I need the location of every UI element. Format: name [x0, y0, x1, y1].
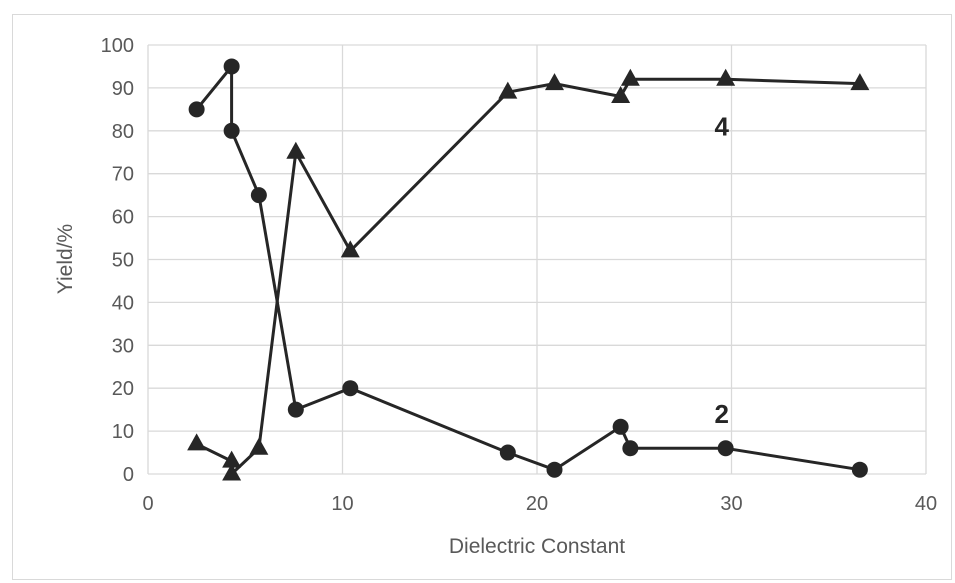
data-point-triangle: [498, 81, 518, 99]
annotations: 42: [715, 112, 730, 429]
series-layer: [187, 58, 870, 481]
series-2: [188, 58, 868, 478]
data-point-triangle: [716, 68, 736, 86]
x-tick-label: 0: [142, 493, 153, 515]
series-4: [187, 68, 870, 481]
data-point-triangle: [249, 437, 269, 455]
series-annotation-label: 4: [715, 112, 730, 142]
y-tick-label: 50: [112, 250, 134, 272]
data-point-circle: [612, 418, 629, 435]
x-tick-label: 40: [915, 493, 937, 515]
y-tick-label: 30: [112, 335, 134, 357]
data-point-circle: [223, 122, 240, 139]
y-tick-label: 100: [101, 35, 134, 57]
data-point-circle: [717, 440, 734, 457]
data-point-triangle: [611, 85, 631, 103]
series-annotation-label: 2: [715, 399, 729, 429]
x-tick-label: 30: [720, 493, 742, 515]
data-point-circle: [342, 380, 359, 397]
y-tick-label: 60: [112, 207, 134, 229]
series-2-line: [195, 65, 861, 472]
y-tick-label: 40: [112, 292, 134, 314]
data-point-triangle: [222, 450, 242, 468]
data-point-circle: [851, 461, 868, 478]
x-axis-ticks: 0 10 20 30 40: [142, 493, 937, 515]
data-point-circle: [546, 461, 563, 478]
x-tick-label: 20: [526, 493, 548, 515]
chart-frame: [12, 14, 952, 580]
y-axis-ticks: 0 10 20 30 40 50 60 70 80 90 100: [101, 35, 134, 486]
data-point-triangle: [340, 240, 360, 258]
data-point-circle: [250, 187, 267, 204]
data-point-triangle: [850, 73, 870, 91]
y-tick-label: 10: [112, 421, 134, 443]
y-tick-label: 70: [112, 164, 134, 186]
y-tick-label: 20: [112, 378, 134, 400]
y-tick-label: 0: [123, 464, 134, 486]
x-axis-title: Dielectric Constant: [449, 535, 625, 558]
y-tick-label: 90: [112, 78, 134, 100]
data-point-circle: [223, 58, 240, 75]
data-point-circle: [287, 401, 304, 418]
data-point-triangle: [222, 463, 242, 481]
data-point-circle: [622, 440, 639, 457]
data-point-circle: [499, 444, 516, 461]
data-point-circle: [188, 101, 205, 118]
data-point-triangle: [545, 73, 565, 91]
y-tick-label: 80: [112, 121, 134, 143]
data-point-triangle: [286, 141, 306, 159]
y-axis-title: Yield/%: [54, 224, 77, 294]
data-point-triangle: [620, 68, 640, 86]
data-point-triangle: [187, 433, 207, 451]
x-tick-label: 10: [331, 493, 353, 515]
